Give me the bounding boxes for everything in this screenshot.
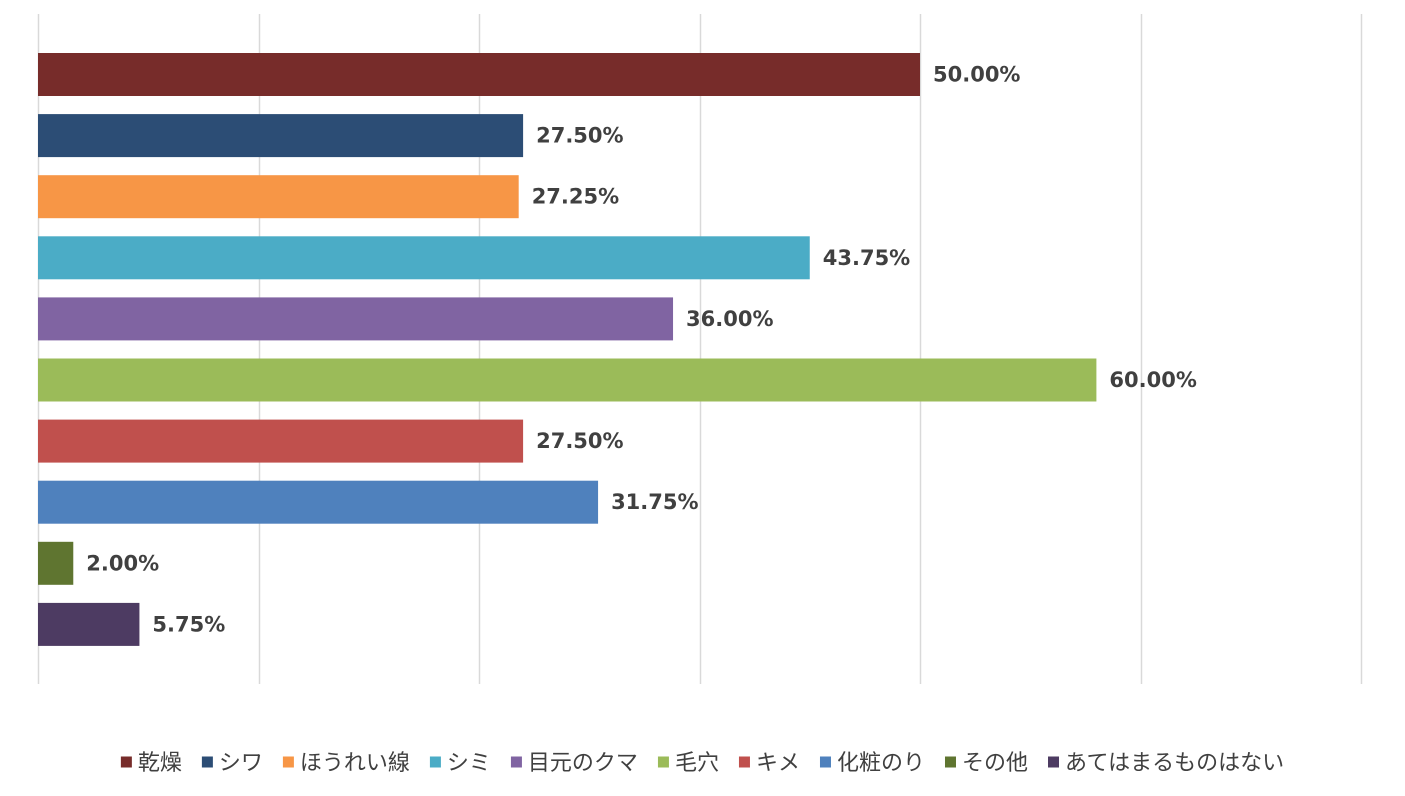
legend-label: ほうれい線 [300, 751, 410, 776]
legend-swatch [120, 756, 132, 768]
legend-item: 乾燥 [120, 751, 182, 776]
data-label: 27.50% [536, 124, 623, 148]
legend-item: シワ [201, 751, 263, 776]
legend-item: 化粧のり [819, 751, 925, 776]
legend-label: 化粧のり [837, 751, 925, 776]
legend-swatch [819, 756, 831, 768]
legend-label: 乾燥 [138, 751, 182, 776]
legend-label: 毛穴 [675, 751, 719, 776]
bar-8 [38, 480, 599, 524]
legend-swatch [944, 756, 956, 768]
legend-item: 目元のクマ [510, 751, 638, 776]
data-label: 36.00% [686, 307, 773, 331]
legend-label: その他 [962, 751, 1028, 776]
legend-label: 目元のクマ [528, 751, 638, 776]
legend-swatch [657, 756, 669, 768]
legend-label: キメ [756, 751, 800, 776]
data-label: 27.25% [532, 185, 619, 209]
legend-item: シミ [429, 751, 491, 776]
legend-swatch [1048, 756, 1060, 768]
bar-3 [38, 175, 519, 219]
data-label: 31.75% [611, 490, 698, 514]
legend-swatch [429, 756, 441, 768]
legend-swatch [201, 756, 213, 768]
data-label: 60.00% [1109, 368, 1196, 392]
legend-swatch [282, 756, 294, 768]
data-label: 5.75% [152, 612, 225, 636]
data-label: 27.50% [536, 429, 623, 453]
legend-item: ほうれい線 [282, 751, 410, 776]
legend-label: シワ [219, 751, 263, 776]
legend-item: あてはまるものはない [1048, 751, 1284, 776]
legend-swatch [738, 756, 750, 768]
bar-2 [38, 114, 524, 158]
legend: 乾燥 シワ ほうれい線 シミ 目元のクマ 毛穴 キメ 化粧のり その他 あてはまるものはない [120, 751, 1284, 776]
bar-5 [38, 297, 674, 341]
legend-item: キメ [738, 751, 800, 776]
bar-1 [38, 53, 920, 96]
legend-label: あてはまるものはない [1065, 751, 1284, 776]
bars [38, 53, 1097, 646]
data-labels: 50.00% 27.50% 27.25% 43.75% 36.00% 60.00% 27.5… [86, 63, 1197, 637]
bar-9 [38, 541, 74, 585]
legend-label: シミ [447, 751, 491, 776]
data-label: 43.75% [823, 246, 910, 270]
data-label: 2.00% [86, 551, 159, 575]
bar-7 [38, 419, 524, 463]
data-label: 50.00% [933, 63, 1020, 87]
bar-4 [38, 236, 810, 280]
bar-10 [38, 602, 140, 646]
legend-swatch [510, 756, 522, 768]
bar-6 [38, 358, 1097, 402]
legend-item: その他 [944, 751, 1028, 776]
legend-item: 毛穴 [657, 751, 719, 776]
